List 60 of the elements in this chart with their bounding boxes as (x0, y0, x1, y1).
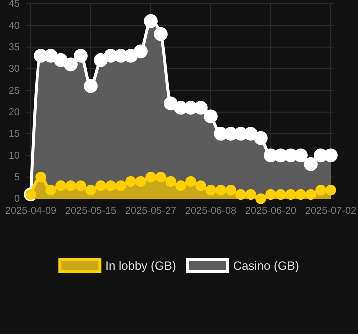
y-tick-label: 15 (8, 129, 20, 140)
point (46, 184, 56, 196)
point (176, 180, 186, 192)
point (186, 176, 196, 188)
point (126, 176, 136, 188)
x-tick-label: 2025-06-20 (245, 206, 298, 218)
legend-label: Casino (GB) (233, 259, 300, 273)
point (136, 176, 146, 188)
y-tick-label: 25 (8, 86, 20, 97)
x-tick-label: 2025-06-08 (185, 206, 238, 218)
y-tick-label: 0 (14, 194, 20, 206)
point (194, 101, 208, 115)
point (324, 148, 338, 163)
y-tick-label: 40 (8, 20, 20, 32)
point (196, 180, 206, 192)
point (146, 172, 156, 183)
point (76, 180, 86, 192)
point (296, 189, 306, 200)
y-tick-label: 45 (8, 0, 20, 10)
legend-label: In lobby (GB) (106, 259, 176, 273)
y-tick-label: 30 (8, 64, 20, 76)
point (84, 79, 98, 94)
point (116, 180, 126, 192)
point (246, 189, 256, 200)
point (64, 58, 78, 72)
point (56, 180, 66, 192)
point (204, 110, 218, 124)
y-tick-label: 20 (8, 108, 20, 119)
point (166, 176, 176, 188)
point (96, 180, 106, 192)
point (236, 189, 246, 200)
y-tick-label: 35 (8, 42, 20, 54)
point (156, 172, 166, 183)
x-tick-label: 2025-05-27 (125, 206, 178, 218)
y-tick-label: 5 (14, 172, 20, 184)
y-tick-label: 10 (8, 150, 20, 162)
point (206, 184, 216, 196)
point (254, 131, 268, 146)
point (66, 180, 76, 192)
point (74, 49, 88, 63)
point (266, 189, 276, 200)
point (144, 14, 158, 28)
point (326, 184, 336, 196)
point (226, 184, 236, 196)
point (316, 184, 326, 196)
point (276, 189, 286, 200)
point (154, 27, 168, 42)
point (106, 180, 116, 192)
x-tick-label: 2025-05-15 (65, 206, 118, 218)
point (286, 189, 296, 200)
point (304, 157, 318, 172)
x-tick-label: 2025-04-09 (5, 206, 58, 218)
point (256, 194, 266, 204)
point (134, 44, 148, 59)
point (86, 184, 96, 196)
point (36, 172, 46, 183)
x-tick-label: 2025-07-02 (305, 206, 358, 218)
point (216, 184, 226, 196)
point (294, 148, 308, 163)
point (306, 189, 316, 200)
